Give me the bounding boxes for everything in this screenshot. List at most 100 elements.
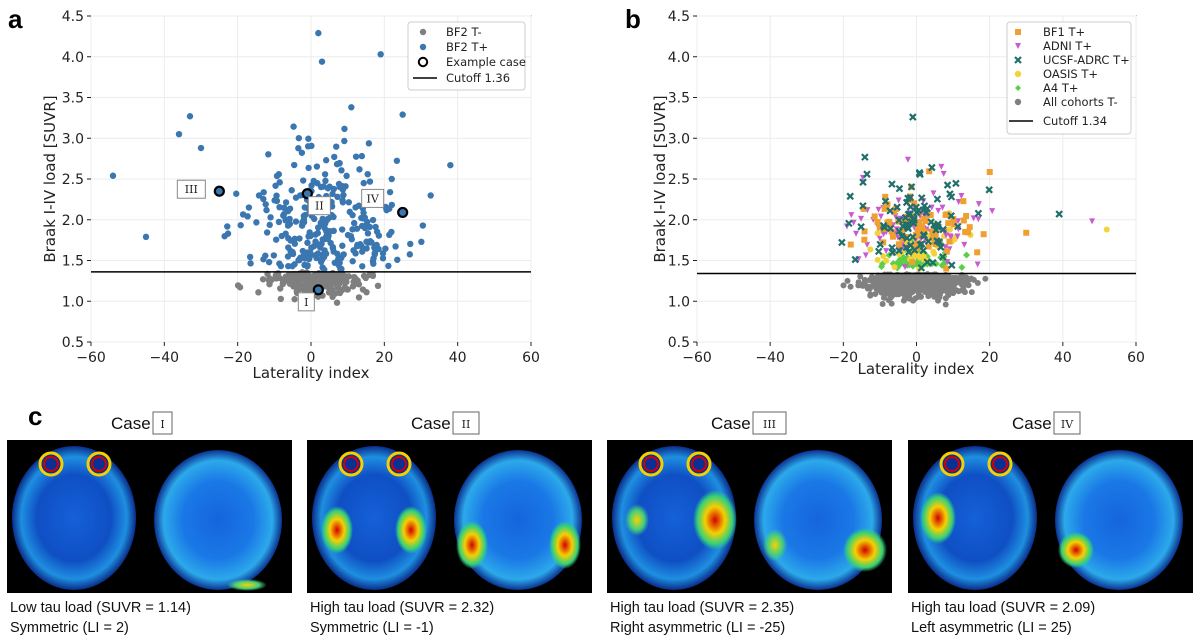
ucsf-point bbox=[886, 224, 895, 233]
adni-point bbox=[864, 241, 871, 248]
bf2-tpos-point bbox=[246, 253, 254, 261]
bf2-tpos-point bbox=[295, 145, 302, 152]
bf2-tpos-point bbox=[284, 207, 292, 215]
all-tneg-point bbox=[930, 285, 937, 292]
adni-point bbox=[955, 218, 962, 225]
bf1-point bbox=[927, 211, 934, 218]
legend-label-bf2-tpos: BF2 T+ bbox=[446, 40, 488, 54]
bf2-tpos-point bbox=[321, 247, 328, 254]
adni-point bbox=[902, 264, 909, 271]
legend-marker-adni bbox=[1015, 43, 1021, 49]
chart-a-xtick-label: −60 bbox=[76, 350, 106, 366]
bf2-tpos-point bbox=[350, 219, 358, 227]
bf2-tneg-point bbox=[316, 273, 324, 281]
bf2-tpos-point bbox=[339, 199, 347, 206]
case-roman-box bbox=[1053, 411, 1081, 435]
bf2-tpos-point bbox=[260, 256, 267, 263]
bf2-tpos-point bbox=[334, 250, 341, 258]
adni-point bbox=[954, 233, 961, 240]
all-tneg-point bbox=[955, 288, 962, 295]
bf1-point bbox=[888, 228, 895, 235]
axial-slice-image bbox=[913, 446, 1037, 590]
chart-b-xtick-label: −40 bbox=[755, 350, 785, 366]
all-tneg-point bbox=[892, 287, 899, 294]
bf2-tpos-point bbox=[331, 153, 338, 161]
bf2-tpos-point bbox=[379, 255, 387, 262]
bf2-tneg-point bbox=[236, 284, 244, 291]
bf1-point bbox=[915, 219, 922, 226]
bf2-tpos-point bbox=[275, 218, 283, 226]
bf2-tpos-point bbox=[277, 262, 285, 270]
bf2-tpos-point bbox=[359, 263, 366, 270]
case-title: Case bbox=[1012, 414, 1052, 433]
all-tneg-point bbox=[942, 295, 949, 302]
adni-point bbox=[940, 170, 947, 177]
bf2-tpos-point bbox=[363, 245, 370, 252]
chart-a-legend: BF2 T- BF2 T+ Example case Cutoff 1.36 bbox=[407, 21, 526, 91]
bf1-point bbox=[861, 236, 868, 243]
all-tneg-point bbox=[927, 276, 934, 283]
bf1-point bbox=[889, 233, 896, 240]
bf2-tpos-point bbox=[399, 111, 406, 118]
adni-point bbox=[862, 252, 869, 259]
oasis-point bbox=[874, 256, 881, 263]
legend-label-example-case: Example case bbox=[446, 55, 526, 69]
bf1-point bbox=[890, 208, 897, 215]
bf2-tneg-point bbox=[321, 272, 329, 279]
all-tneg-point bbox=[903, 294, 910, 301]
all-tneg-point bbox=[921, 286, 928, 293]
bf2-tpos-point bbox=[271, 197, 278, 204]
ucsf-point bbox=[974, 209, 983, 218]
a4-point bbox=[877, 263, 885, 271]
ucsf-point bbox=[954, 222, 962, 231]
chart-b-xlabel: Laterality index bbox=[858, 360, 975, 378]
ucsf-point bbox=[939, 225, 947, 234]
tau-hotspot-image bbox=[843, 528, 887, 572]
chart-b-legend-box bbox=[1006, 21, 1132, 135]
bf2-tpos-point bbox=[175, 130, 183, 138]
adni-point bbox=[853, 230, 860, 237]
a4-point bbox=[963, 251, 971, 259]
bf1-point bbox=[847, 241, 854, 248]
bf2-tpos-point bbox=[319, 254, 326, 261]
all-tneg-point bbox=[936, 275, 943, 282]
bf2-tpos-point bbox=[315, 224, 322, 231]
case-roman-label: II bbox=[462, 418, 471, 431]
eye-orbit-ring-image bbox=[691, 456, 707, 472]
chart-a-ticks: −60 −40 −20 0 20 40 60 0.5 1.0 1.5 2.0 2.5 3.0 3.5 4.0… bbox=[62, 9, 540, 366]
ucsf-point bbox=[904, 210, 913, 219]
ucsf-point bbox=[923, 258, 931, 266]
legend-marker-ucsf bbox=[1014, 56, 1022, 64]
all-tneg-point bbox=[844, 277, 851, 284]
adni-point bbox=[947, 234, 954, 241]
bf1-point bbox=[882, 193, 889, 200]
bf2-tpos-point bbox=[341, 137, 348, 145]
adni-point bbox=[955, 199, 962, 206]
bf2-tpos-point bbox=[363, 238, 370, 245]
bf2-tpos-point bbox=[300, 177, 307, 184]
all-tneg-point bbox=[880, 294, 887, 301]
bf2-tpos-point bbox=[352, 250, 359, 257]
chart-a-ytick-label: 3.5 bbox=[62, 91, 84, 107]
bf2-tneg-point bbox=[331, 271, 338, 279]
ucsf-point bbox=[859, 178, 867, 186]
ucsf-point bbox=[927, 218, 935, 226]
chart-b-xtick-label: 60 bbox=[1127, 350, 1145, 366]
eye-orbit-ring-image bbox=[43, 456, 59, 472]
ucsf-point bbox=[906, 203, 915, 211]
ucsf-point bbox=[903, 234, 911, 242]
chart-a-ytick-label: 4.0 bbox=[62, 50, 84, 66]
chart-a-xtick-label: −40 bbox=[150, 350, 180, 366]
chart-a-ytick-label: 3.0 bbox=[62, 131, 84, 147]
bf2-tpos-point bbox=[353, 225, 361, 232]
case-caption-load: Low tau load (SUVR = 1.14) bbox=[10, 600, 191, 616]
ucsf-point bbox=[947, 212, 956, 220]
ucsf-point bbox=[928, 163, 936, 172]
bf2-tpos-point bbox=[315, 29, 322, 37]
bf2-tpos-point bbox=[263, 206, 270, 214]
all-tneg-point bbox=[912, 295, 919, 302]
ucsf-point bbox=[946, 190, 954, 198]
bf2-tpos-point bbox=[305, 164, 312, 172]
chart-a-legend-box bbox=[407, 21, 526, 91]
